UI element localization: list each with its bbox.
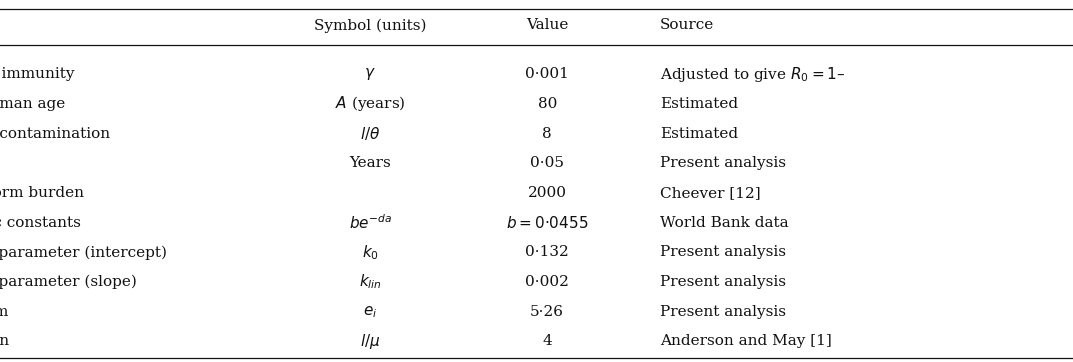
Text: 5·26: 5·26 (530, 305, 564, 319)
Text: $A$ (years): $A$ (years) (335, 94, 406, 113)
Text: $k_{lin}$: $k_{lin}$ (358, 273, 382, 291)
Text: $b = 0·0455$: $b = 0·0455$ (506, 215, 588, 231)
Text: Symbol (units): Symbol (units) (314, 18, 426, 33)
Text: $l/\mu$: $l/\mu$ (359, 332, 381, 351)
Text: Maximum worm burden: Maximum worm burden (0, 186, 84, 200)
Text: 80: 80 (538, 97, 557, 111)
Text: Demographic constants: Demographic constants (0, 216, 80, 230)
Text: Concomitant immunity: Concomitant immunity (0, 67, 74, 81)
Text: Estimated: Estimated (660, 97, 738, 111)
Text: Worm lifespan: Worm lifespan (0, 334, 10, 348)
Text: 2000: 2000 (528, 186, 567, 200)
Text: Maximum human age: Maximum human age (0, 97, 65, 111)
Text: Aggregation parameter (intercept): Aggregation parameter (intercept) (0, 245, 167, 260)
Text: Anderson and May [1]: Anderson and May [1] (660, 334, 832, 348)
Text: 0·002: 0·002 (526, 275, 569, 289)
Text: 0·05: 0·05 (530, 156, 564, 170)
Text: 4: 4 (542, 334, 553, 348)
Text: 0·132: 0·132 (526, 245, 569, 259)
Text: Egg per worm: Egg per worm (0, 305, 9, 319)
Text: Value: Value (526, 18, 569, 32)
Text: Cheever [12]: Cheever [12] (660, 186, 761, 200)
Text: $\gamma$: $\gamma$ (365, 66, 376, 82)
Text: Peak age for contamination: Peak age for contamination (0, 127, 111, 140)
Text: World Bank data: World Bank data (660, 216, 789, 230)
Text: Present analysis: Present analysis (660, 305, 785, 319)
Text: 0·001: 0·001 (526, 67, 569, 81)
Text: $e_i$: $e_i$ (363, 304, 378, 320)
Text: Present analysis: Present analysis (660, 275, 785, 289)
Text: Present analysis: Present analysis (660, 245, 785, 259)
Text: Aggregation parameter (slope): Aggregation parameter (slope) (0, 275, 137, 289)
Text: Adjusted to give $R_0 = 1$–: Adjusted to give $R_0 = 1$– (660, 65, 846, 84)
Text: $be^{-da}$: $be^{-da}$ (349, 213, 392, 232)
Text: Source: Source (660, 18, 715, 32)
Text: 8: 8 (543, 127, 552, 140)
Text: Years: Years (350, 156, 391, 170)
Text: Estimated: Estimated (660, 127, 738, 140)
Text: $k_0$: $k_0$ (362, 243, 379, 262)
Text: $l/\theta$: $l/\theta$ (359, 125, 381, 142)
Text: Present analysis: Present analysis (660, 156, 785, 170)
